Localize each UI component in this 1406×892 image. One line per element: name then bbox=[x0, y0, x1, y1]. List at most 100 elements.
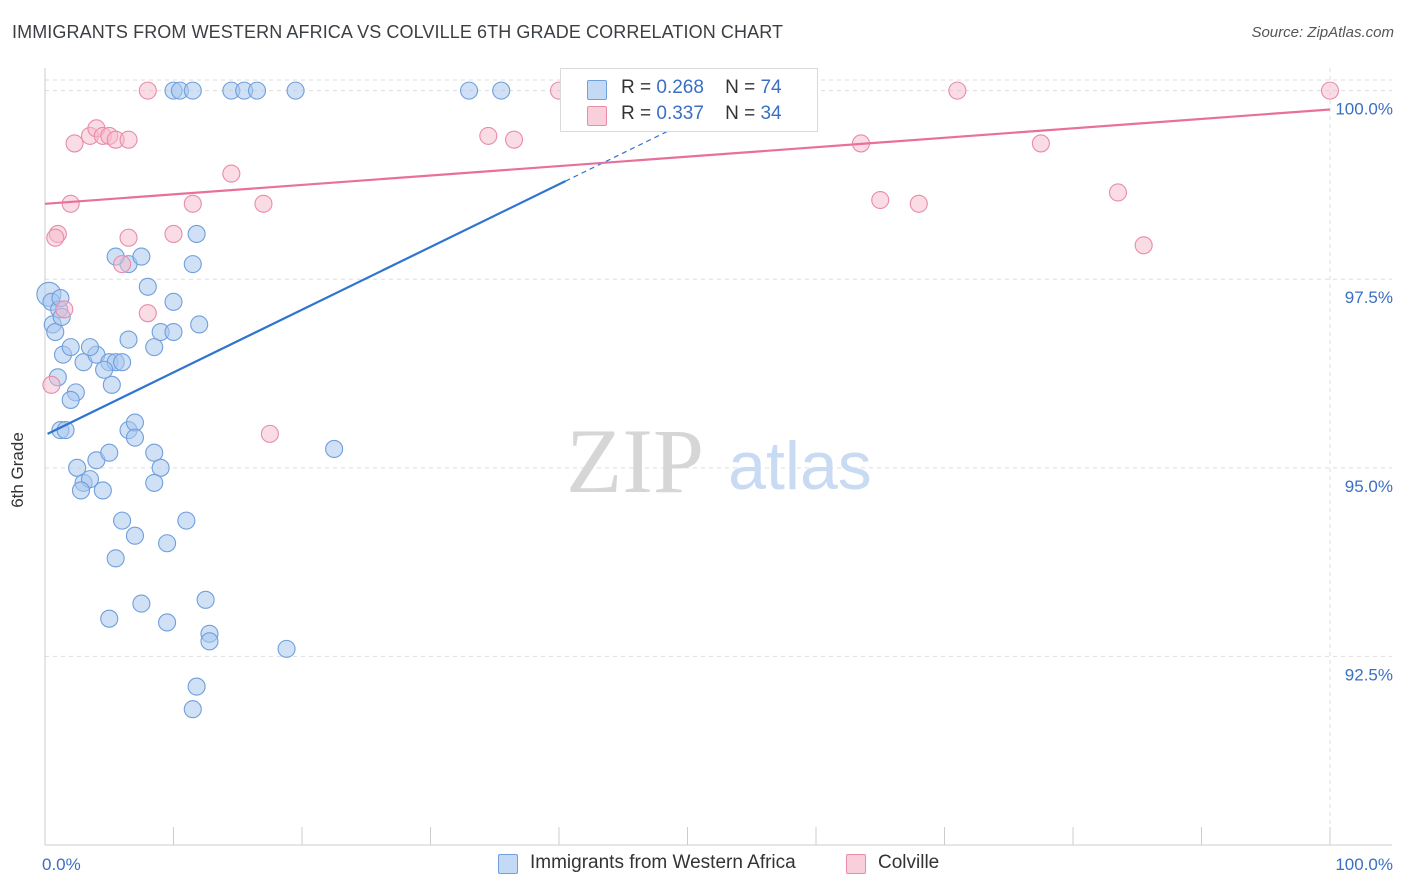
legend-r-label-pink: R = bbox=[621, 103, 652, 124]
point-colville bbox=[1320, 81, 1340, 100]
point-colville bbox=[183, 194, 202, 213]
point-immigrants bbox=[132, 594, 151, 613]
legend-text-blue: R = 0.268 N = 74 bbox=[621, 77, 782, 99]
point-immigrants bbox=[119, 330, 138, 349]
point-immigrants bbox=[113, 511, 132, 530]
point-immigrants bbox=[158, 534, 177, 553]
point-colville bbox=[1031, 134, 1050, 153]
trendline-immigrants bbox=[47, 180, 566, 435]
legend-n-value-pink: 34 bbox=[760, 103, 782, 124]
trendline-colville bbox=[44, 108, 1331, 205]
point-immigrants bbox=[145, 338, 164, 357]
point-colville bbox=[55, 300, 74, 319]
y-tick-label: 97.5% bbox=[1345, 288, 1393, 307]
point-immigrants bbox=[151, 458, 170, 477]
point-colville bbox=[119, 228, 138, 247]
point-immigrants bbox=[277, 639, 296, 658]
source-label: Source: ZipAtlas.com bbox=[1251, 24, 1394, 41]
point-colville bbox=[65, 134, 84, 153]
point-immigrants bbox=[61, 338, 80, 357]
point-colville bbox=[61, 194, 80, 213]
point-immigrants bbox=[183, 255, 202, 274]
point-immigrants bbox=[100, 609, 119, 628]
watermark-atlas: atlas bbox=[728, 428, 872, 504]
point-colville bbox=[260, 424, 279, 443]
series-swatch-immigrants bbox=[498, 854, 518, 874]
series-name-immigrants: Immigrants from Western Africa bbox=[530, 852, 796, 873]
point-colville bbox=[254, 194, 273, 213]
point-colville bbox=[871, 190, 890, 210]
point-immigrants bbox=[95, 360, 114, 379]
point-immigrants bbox=[125, 428, 144, 447]
point-immigrants bbox=[68, 458, 87, 477]
series-immigrants-points bbox=[36, 81, 646, 719]
point-colville bbox=[479, 126, 498, 145]
y-tick-label: 100.0% bbox=[1335, 100, 1393, 119]
chart-title: IMMIGRANTS FROM WESTERN AFRICA VS COLVIL… bbox=[12, 22, 784, 42]
point-immigrants bbox=[200, 632, 219, 651]
x-tick-label-min: 0.0% bbox=[42, 855, 81, 874]
x-tick-label-max: 100.0% bbox=[1335, 855, 1393, 874]
point-immigrants bbox=[61, 390, 80, 409]
legend-r-value-blue: 0.268 bbox=[656, 77, 704, 98]
point-colville bbox=[222, 164, 241, 183]
legend-n-label-pink: N = bbox=[725, 103, 756, 124]
point-immigrants bbox=[459, 81, 479, 100]
point-immigrants bbox=[196, 590, 215, 609]
legend-n-value-blue: 74 bbox=[760, 77, 782, 98]
legend-swatch-blue bbox=[587, 80, 607, 100]
point-immigrants bbox=[145, 473, 164, 492]
point-immigrants bbox=[190, 315, 209, 334]
tick-labels: 92.5% 95.0% 97.5% 100.0% 0.0% 100.0% bbox=[42, 100, 1393, 874]
watermark: ZIP atlas bbox=[566, 410, 872, 512]
point-immigrants bbox=[132, 247, 151, 266]
point-colville bbox=[138, 304, 157, 323]
point-colville bbox=[948, 81, 967, 100]
point-immigrants bbox=[325, 439, 344, 459]
point-immigrants bbox=[183, 700, 202, 719]
point-immigrants bbox=[71, 481, 91, 500]
legend-swatch-pink bbox=[587, 106, 607, 126]
point-immigrants bbox=[138, 277, 157, 296]
point-immigrants bbox=[187, 677, 206, 696]
point-immigrants bbox=[145, 443, 164, 462]
point-immigrants bbox=[492, 81, 511, 100]
point-immigrants bbox=[125, 526, 144, 545]
point-immigrants bbox=[177, 511, 196, 530]
point-colville bbox=[909, 194, 928, 213]
y-tick-label: 92.5% bbox=[1345, 665, 1393, 684]
point-immigrants bbox=[100, 443, 119, 462]
point-immigrants bbox=[164, 322, 183, 342]
point-colville bbox=[1108, 183, 1128, 202]
legend-r-label-blue: R = bbox=[621, 77, 652, 98]
point-colville bbox=[42, 375, 61, 394]
point-immigrants bbox=[158, 613, 177, 632]
point-immigrants bbox=[286, 81, 305, 100]
gridlines bbox=[45, 68, 1392, 845]
trendlines bbox=[44, 108, 1331, 435]
point-immigrants bbox=[183, 81, 202, 100]
point-immigrants bbox=[106, 549, 125, 568]
legend-n-label-blue: N = bbox=[725, 77, 756, 98]
point-colville bbox=[138, 81, 157, 100]
point-immigrants bbox=[125, 413, 144, 432]
point-immigrants bbox=[93, 481, 112, 500]
legend-r-value-pink: 0.337 bbox=[656, 103, 704, 124]
point-immigrants bbox=[164, 292, 183, 311]
series-swatch-colville bbox=[846, 854, 866, 874]
point-colville bbox=[164, 224, 183, 244]
series-colville-points bbox=[42, 81, 1340, 443]
y-axis-label: 6th Grade bbox=[8, 432, 27, 508]
point-immigrants bbox=[102, 375, 121, 394]
point-immigrants bbox=[46, 322, 65, 342]
point-immigrants bbox=[247, 81, 267, 100]
point-immigrants bbox=[187, 224, 206, 244]
point-immigrants bbox=[80, 338, 100, 357]
point-colville bbox=[504, 130, 524, 149]
legend-text-pink: R = 0.337 N = 34 bbox=[621, 103, 782, 125]
point-colville bbox=[46, 228, 65, 247]
point-immigrants bbox=[113, 353, 132, 372]
point-colville bbox=[113, 255, 132, 274]
series-name-colville: Colville bbox=[878, 852, 940, 873]
